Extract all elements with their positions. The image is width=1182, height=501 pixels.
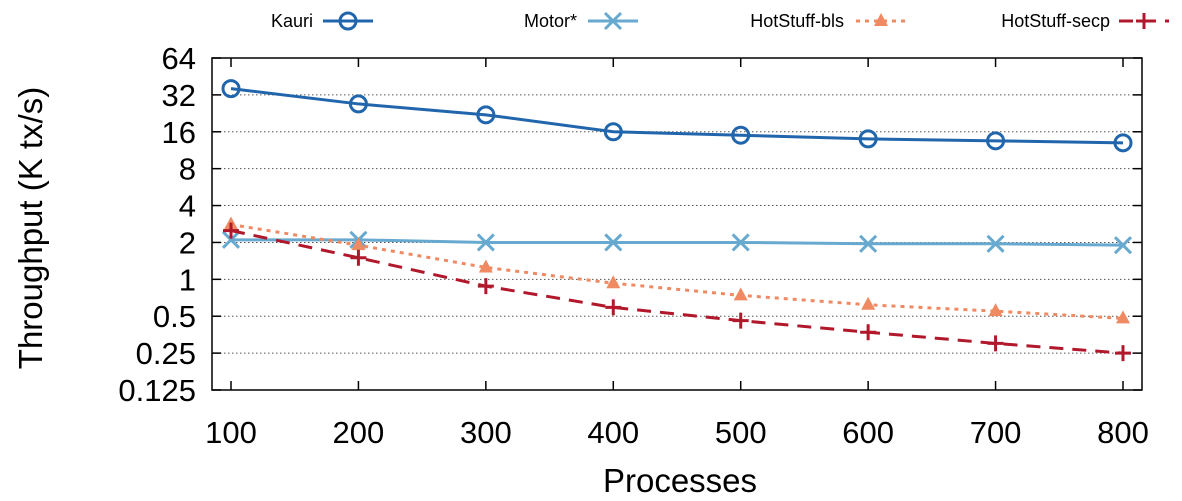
x-tick-label: 400 — [587, 415, 639, 450]
y-tick-label: 4 — [179, 189, 196, 224]
legend-item: HotStuff-bls — [750, 11, 906, 31]
data-point — [733, 287, 748, 301]
y-axis-title: Throughput (K tx/s) — [12, 87, 49, 369]
x-tick-label: 600 — [842, 415, 894, 450]
data-point — [478, 259, 493, 273]
series-line — [231, 238, 1124, 247]
y-tick-label: 1 — [179, 262, 196, 297]
y-tick-label: 0.125 — [118, 373, 196, 408]
series-hotstuff-secp — [223, 222, 1131, 362]
data-point — [988, 303, 1003, 317]
series-lines — [221, 79, 1133, 362]
data-point — [731, 233, 750, 252]
data-point — [732, 312, 749, 329]
x-tick-label: 300 — [460, 415, 512, 450]
data-point — [350, 249, 367, 266]
legend-marker — [874, 13, 888, 26]
y-tick-label: 0.5 — [153, 299, 196, 334]
data-point — [604, 233, 623, 252]
x-tick-label: 100 — [205, 415, 257, 450]
series-kauri — [221, 79, 1133, 153]
data-point — [348, 94, 368, 114]
legend-marker — [338, 11, 358, 31]
legend-label: Motor* — [524, 11, 577, 31]
y-tick-label: 32 — [162, 78, 196, 113]
data-point — [1115, 345, 1131, 362]
legend-marker — [603, 11, 623, 31]
data-point — [986, 131, 1006, 151]
data-point — [859, 234, 878, 253]
x-axis-ticks: 100 200 300 400 500 600 700 800 — [205, 58, 1149, 450]
x-tick-label: 200 — [333, 415, 385, 450]
legend-item: Motor* — [524, 11, 638, 31]
data-point — [1116, 310, 1130, 324]
legend-label: Kauri — [271, 11, 313, 31]
y-tick-label: 64 — [162, 41, 196, 76]
plot-frame — [211, 57, 1143, 391]
series-line — [230, 223, 1124, 320]
y-tick-label: 16 — [162, 115, 196, 150]
series-motor — [221, 230, 1133, 255]
data-point — [605, 299, 622, 316]
data-point — [731, 125, 751, 145]
y-tick-label: 8 — [179, 152, 196, 187]
y-tick-label: 0.25 — [136, 336, 196, 371]
data-point — [477, 278, 494, 295]
x-axis-title: Processes — [603, 462, 757, 499]
legend-item: Kauri — [271, 11, 373, 31]
legend-marker — [1136, 13, 1152, 29]
legend-label: HotStuff-bls — [750, 11, 844, 31]
data-point — [223, 222, 239, 239]
data-point — [986, 234, 1005, 253]
data-point — [351, 237, 366, 251]
data-point — [476, 105, 496, 125]
data-point — [1113, 236, 1133, 255]
legend-label: HotStuff-secp — [1001, 11, 1110, 31]
data-point — [603, 122, 623, 142]
data-point — [221, 79, 241, 99]
x-tick-label: 800 — [1097, 415, 1149, 450]
series-line — [230, 87, 1124, 145]
y-tick-label: 2 — [179, 225, 196, 260]
data-point — [476, 233, 495, 252]
data-point — [858, 129, 878, 149]
data-point — [221, 230, 241, 249]
x-tick-label: 500 — [715, 415, 767, 450]
data-point — [1113, 133, 1133, 153]
data-point — [606, 275, 621, 289]
data-point — [987, 335, 1004, 352]
x-tick-label: 700 — [970, 415, 1022, 450]
legend-item: HotStuff-secp — [1001, 11, 1169, 31]
legend: Kauri Motor* HotStuff-bls HotStuff-secp — [271, 11, 1169, 31]
series-hotstuff-bls — [224, 216, 1130, 324]
data-point — [860, 324, 877, 341]
data-point — [861, 296, 876, 310]
